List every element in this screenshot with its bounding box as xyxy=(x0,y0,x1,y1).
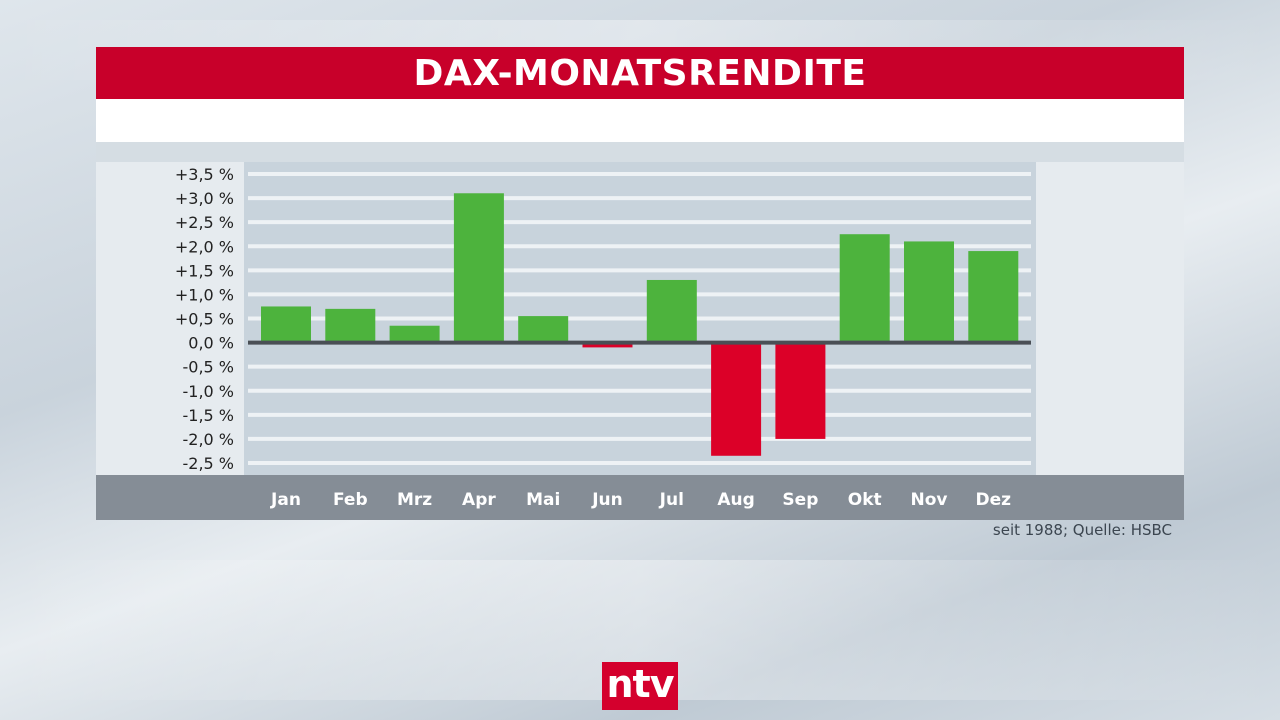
x-tick-label: Feb xyxy=(333,490,368,510)
bar-jun xyxy=(582,342,633,348)
y-tick-label: -1,0 % xyxy=(182,382,234,401)
chart-top-strip xyxy=(96,142,1184,162)
bar-nov xyxy=(904,241,954,343)
y-tick-label: -0,5 % xyxy=(182,358,234,377)
y-tick-label: +1,5 % xyxy=(175,261,234,280)
x-tick-label: Mrz xyxy=(397,490,432,510)
x-tick-label: Apr xyxy=(462,490,496,510)
x-tick-label: Jan xyxy=(270,490,301,510)
y-tick-label: +2,5 % xyxy=(175,213,234,232)
bar-sep xyxy=(775,342,826,439)
bar-jul xyxy=(646,279,697,343)
bars xyxy=(261,193,1019,456)
bar-mrz xyxy=(389,325,440,343)
x-tick-label: Jun xyxy=(591,490,623,510)
x-tick-label: Dez xyxy=(976,490,1012,510)
y-tick-label: +0,5 % xyxy=(175,310,234,329)
y-tick-label: +2,0 % xyxy=(175,237,234,256)
bar-jan xyxy=(261,306,311,343)
bar-okt xyxy=(839,234,890,343)
chart-title: DAX-MONATSRENDITE xyxy=(96,47,1184,99)
x-axis-bar xyxy=(96,475,1184,520)
y-tick-label: -2,5 % xyxy=(182,454,234,473)
bar-dez xyxy=(968,251,1019,343)
y-tick-label: +1,0 % xyxy=(175,285,234,304)
gridlines xyxy=(248,172,1031,465)
bar-aug xyxy=(711,342,762,456)
y-tick-label: -1,5 % xyxy=(182,406,234,425)
x-tick-label: Sep xyxy=(782,490,818,510)
x-tick-label: Mai xyxy=(526,490,560,510)
x-tick-label: Aug xyxy=(717,490,754,510)
x-tick-label: Okt xyxy=(848,490,882,510)
bar-mai xyxy=(518,316,569,343)
bar-apr xyxy=(453,193,504,343)
x-tick-label: Jul xyxy=(659,490,684,510)
y-tick-label: -2,0 % xyxy=(182,430,234,449)
x-axis-ticks: Jan Feb Mrz Apr Mai Jun Jul Aug Sep Okt Nov Dez xyxy=(270,490,1011,510)
subtitle-area xyxy=(96,99,1184,142)
y-tick-label: +3,0 % xyxy=(175,189,234,208)
ntv-logo: ntv xyxy=(602,662,678,710)
y-tick-label: +3,5 % xyxy=(175,165,234,184)
source-note: seit 1988; Quelle: HSBC xyxy=(992,521,1172,539)
y-tick-label: 0,0 % xyxy=(188,334,234,353)
x-tick-label: Nov xyxy=(911,490,948,510)
y-axis-ticks: +3,5 % +3,0 % +2,5 % +2,0 % +1,5 % +1,0 % +0,5… xyxy=(175,165,234,473)
bar-feb xyxy=(325,308,376,343)
